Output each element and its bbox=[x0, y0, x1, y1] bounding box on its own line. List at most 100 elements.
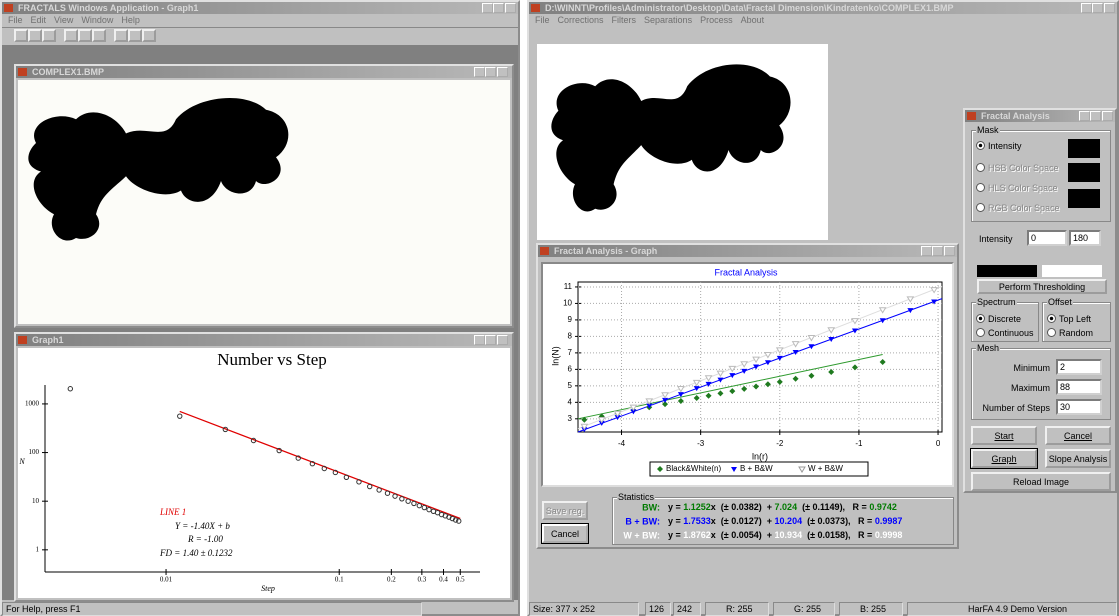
radio[interactable]: Top Left bbox=[1047, 314, 1091, 324]
close[interactable] bbox=[497, 67, 508, 77]
maximize[interactable] bbox=[485, 67, 496, 77]
spectrum-group: Spectrum Discrete Continuous bbox=[971, 297, 1039, 342]
menu-item[interactable]: Corrections bbox=[557, 15, 604, 25]
maximize[interactable] bbox=[932, 246, 943, 256]
minimize[interactable] bbox=[482, 3, 493, 13]
menu-item[interactable]: Separations bbox=[644, 15, 693, 25]
input[interactable]: 30 bbox=[1056, 399, 1102, 415]
close[interactable] bbox=[944, 246, 955, 256]
button-label: Start bbox=[994, 430, 1014, 441]
radio[interactable]: Random bbox=[1047, 328, 1093, 338]
maximize[interactable] bbox=[493, 3, 504, 13]
window-title: Graph1 bbox=[32, 335, 64, 345]
button-label: Reload Image bbox=[1012, 476, 1070, 487]
toolbar bbox=[2, 27, 518, 43]
window-title: D:\WINNT\Profiles\Administrator\Desktop\… bbox=[545, 3, 954, 13]
chart-panel bbox=[541, 262, 954, 487]
input[interactable]: 2 bbox=[1056, 359, 1102, 375]
cancel-button[interactable]: Cancel bbox=[541, 523, 589, 544]
menu-item[interactable]: Edit bbox=[30, 15, 47, 25]
radio[interactable]: HLS Color Space bbox=[976, 183, 1058, 193]
button-label: Cancel bbox=[1063, 430, 1092, 441]
window-title: FRACTALS Windows Application - Graph1 bbox=[18, 3, 199, 13]
tool-button[interactable] bbox=[14, 29, 28, 42]
tool-button[interactable] bbox=[64, 29, 78, 42]
input[interactable]: 88 bbox=[1056, 379, 1102, 395]
minimize[interactable] bbox=[474, 67, 485, 77]
menu-item[interactable]: Window bbox=[81, 15, 114, 25]
save-button[interactable]: Save reg. bbox=[542, 501, 588, 520]
button-label: Perform Thresholding bbox=[998, 281, 1086, 292]
title-bar: COMPLEX1.BMP bbox=[16, 66, 512, 78]
group-label: Spectrum bbox=[976, 297, 1017, 307]
menu-item[interactable]: Process bbox=[700, 15, 733, 25]
tool-button[interactable] bbox=[78, 29, 92, 42]
input-value: 30 bbox=[1060, 402, 1071, 412]
tool-button[interactable] bbox=[142, 29, 156, 42]
menu-item[interactable]: View bbox=[54, 15, 74, 25]
tool-button[interactable] bbox=[114, 29, 128, 42]
statistics-group: Statistics bbox=[612, 492, 954, 545]
close[interactable] bbox=[1102, 111, 1113, 121]
input-value: 180 bbox=[1073, 233, 1089, 243]
label: Minimum bbox=[1013, 363, 1050, 373]
minimize[interactable] bbox=[474, 335, 485, 345]
status-b: B: 255 bbox=[839, 602, 903, 616]
threshold-bar bbox=[1042, 265, 1102, 277]
menu-item[interactable]: File bbox=[535, 15, 550, 25]
start-button[interactable]: Start bbox=[971, 426, 1037, 445]
cancel-button[interactable]: Cancel bbox=[1045, 426, 1111, 445]
threshold-bar bbox=[977, 265, 1037, 277]
slope-button[interactable]: Slope Analysis bbox=[1045, 449, 1111, 468]
graph-window: Fractal Analysis - Graph Save reg. Cance… bbox=[536, 243, 959, 549]
title-bar: FRACTALS Windows Application - Graph1 bbox=[2, 2, 518, 14]
graph-button[interactable]: Graph bbox=[970, 448, 1038, 469]
tool-button[interactable] bbox=[42, 29, 56, 42]
menu-item[interactable]: About bbox=[740, 15, 765, 25]
input-value: 2 bbox=[1060, 362, 1066, 372]
label: Intensity bbox=[979, 234, 1013, 244]
radio[interactable]: Discrete bbox=[976, 314, 1021, 324]
input-value: 0 bbox=[1031, 233, 1037, 243]
tool-button[interactable] bbox=[28, 29, 42, 42]
button-label: Graph bbox=[991, 453, 1017, 464]
window-title: COMPLEX1.BMP bbox=[32, 67, 105, 77]
left-app-window: FRACTALS Windows Application - Graph1 Fi… bbox=[0, 0, 520, 616]
close[interactable] bbox=[1104, 3, 1115, 13]
minimize[interactable] bbox=[1081, 3, 1092, 13]
color-swatch bbox=[1068, 189, 1100, 208]
menu-item[interactable]: Filters bbox=[611, 15, 637, 25]
title-bar: Fractal Analysis bbox=[965, 110, 1115, 122]
minimize[interactable] bbox=[921, 246, 932, 256]
status-text: For Help, press F1 bbox=[6, 604, 81, 614]
radio[interactable]: HSB Color Space bbox=[976, 163, 1059, 173]
input[interactable]: 180 bbox=[1069, 230, 1101, 246]
button-label: Cancel bbox=[550, 528, 579, 539]
color-swatch bbox=[1068, 139, 1100, 158]
maximize[interactable] bbox=[485, 335, 496, 345]
radio[interactable]: RGB Color Space bbox=[976, 203, 1060, 213]
image-canvas bbox=[537, 44, 828, 240]
reload-button[interactable]: Reload Image bbox=[971, 472, 1111, 491]
label: Maximum bbox=[1010, 383, 1050, 393]
menu-item[interactable]: File bbox=[8, 15, 23, 25]
input[interactable]: 0 bbox=[1027, 230, 1067, 246]
maximize[interactable] bbox=[1090, 111, 1101, 121]
menu-bar: File Edit View Window Help bbox=[4, 15, 144, 26]
group-label: Mask bbox=[976, 125, 1000, 135]
menu-bar: File Corrections Filters Separations Process… bbox=[531, 15, 768, 26]
status-size: Size: 377 x 252 bbox=[529, 602, 639, 616]
threshold-button[interactable]: Perform Thresholding bbox=[977, 279, 1107, 294]
status-y: 242 bbox=[673, 602, 701, 616]
close[interactable] bbox=[505, 3, 516, 13]
group-label: Statistics bbox=[617, 492, 656, 502]
radio[interactable]: Continuous bbox=[976, 328, 1034, 338]
maximize[interactable] bbox=[1092, 3, 1103, 13]
tool-button[interactable] bbox=[92, 29, 106, 42]
tool-button[interactable] bbox=[128, 29, 142, 42]
minimize[interactable] bbox=[1079, 111, 1090, 121]
close[interactable] bbox=[497, 335, 508, 345]
radio[interactable]: Intensity bbox=[976, 141, 1022, 151]
menu-item[interactable]: Help bbox=[121, 15, 140, 25]
